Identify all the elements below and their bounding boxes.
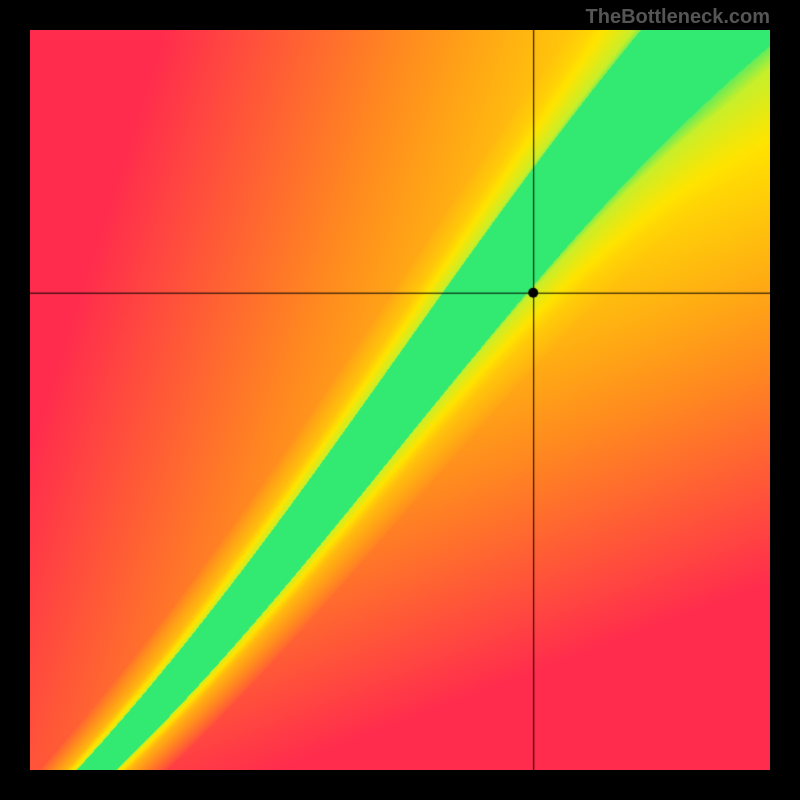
attribution-text: TheBottleneck.com — [586, 6, 770, 29]
bottleneck-heatmap — [30, 30, 770, 770]
heatmap-canvas — [30, 30, 770, 770]
